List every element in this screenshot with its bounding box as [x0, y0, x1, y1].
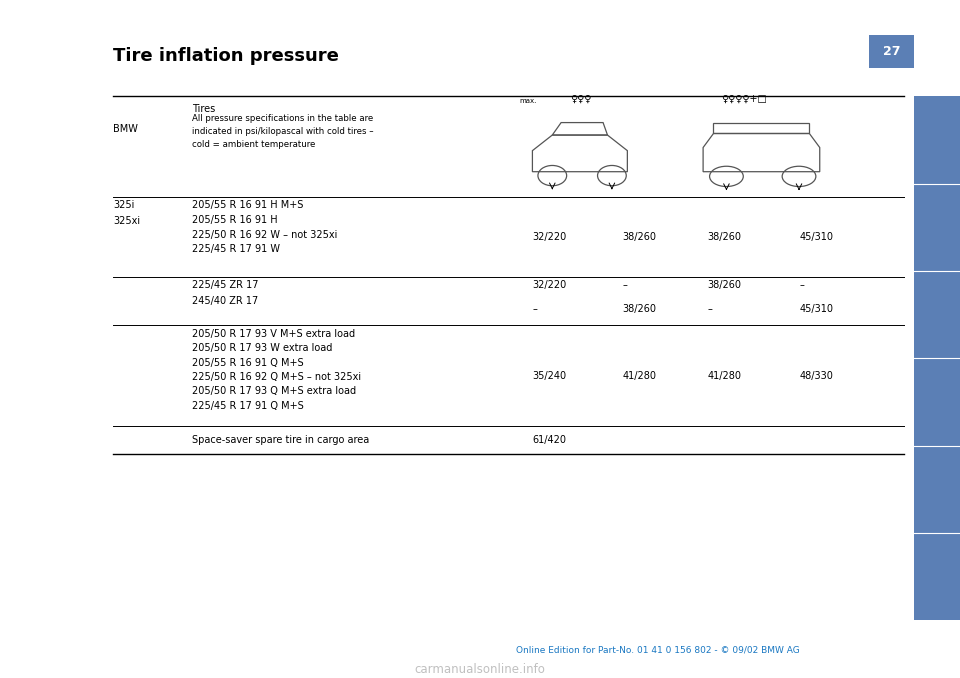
- Text: 325i
325xi: 325i 325xi: [113, 200, 140, 226]
- Text: 32/220: 32/220: [533, 281, 567, 290]
- Text: 45/310: 45/310: [800, 232, 833, 241]
- Text: carmanualsonline.info: carmanualsonline.info: [415, 663, 545, 677]
- Text: ♀♀♀♀+□: ♀♀♀♀+□: [721, 94, 767, 104]
- Text: 205/50 R 17 93 V M+S extra load
205/50 R 17 93 W extra load
205/55 R 16 91 Q M+S: 205/50 R 17 93 V M+S extra load 205/50 R…: [192, 329, 361, 411]
- Text: 41/280: 41/280: [622, 371, 656, 380]
- Text: 48/330: 48/330: [800, 371, 833, 380]
- Text: max.: max.: [519, 98, 537, 104]
- Text: –: –: [622, 281, 627, 290]
- Text: –: –: [533, 304, 538, 314]
- Text: 27: 27: [882, 45, 900, 58]
- Text: 38/260: 38/260: [622, 304, 656, 314]
- Text: All pressure specifications in the table are
indicated in psi/kilopascal with co: All pressure specifications in the table…: [192, 114, 373, 148]
- Text: Data: Data: [932, 479, 942, 500]
- Text: 41/280: 41/280: [708, 371, 741, 380]
- Text: Maintenance: Maintenance: [932, 287, 942, 342]
- Text: ♀♀♀: ♀♀♀: [570, 94, 591, 104]
- Text: 45/310: 45/310: [800, 304, 833, 314]
- Text: Controls: Controls: [932, 209, 942, 245]
- Text: 38/260: 38/260: [708, 281, 741, 290]
- Text: BMW: BMW: [113, 125, 138, 134]
- Text: Overview: Overview: [932, 120, 942, 160]
- Text: Tire inflation pressure: Tire inflation pressure: [113, 47, 339, 64]
- Text: 61/420: 61/420: [533, 435, 566, 445]
- Text: 225/45 ZR 17
245/40 ZR 17: 225/45 ZR 17 245/40 ZR 17: [192, 280, 258, 306]
- Text: Online Edition for Part-No. 01 41 0 156 802 - © 09/02 BMW AG: Online Edition for Part-No. 01 41 0 156 …: [516, 645, 800, 654]
- Text: –: –: [708, 304, 712, 314]
- Text: 35/240: 35/240: [533, 371, 567, 380]
- Text: 38/260: 38/260: [708, 232, 741, 241]
- Text: Tires: Tires: [192, 104, 215, 115]
- Text: –: –: [800, 281, 804, 290]
- Text: Space-saver spare tire in cargo area: Space-saver spare tire in cargo area: [192, 435, 370, 445]
- Text: 38/260: 38/260: [622, 232, 656, 241]
- Text: Repairs: Repairs: [932, 386, 942, 418]
- Text: Index: Index: [932, 565, 942, 589]
- Text: 32/220: 32/220: [533, 232, 567, 241]
- Text: 205/55 R 16 91 H M+S
205/55 R 16 91 H
225/50 R 16 92 W – not 325xi
225/45 R 17 9: 205/55 R 16 91 H M+S 205/55 R 16 91 H 22…: [192, 200, 337, 254]
